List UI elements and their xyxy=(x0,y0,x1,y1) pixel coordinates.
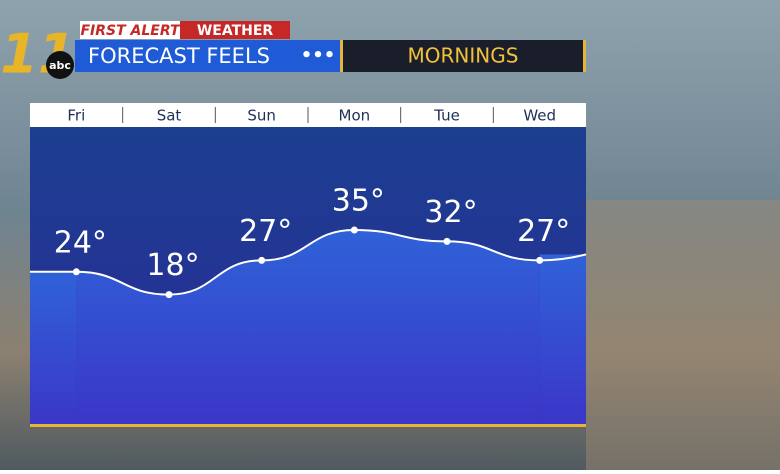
value-label: 18° xyxy=(146,248,199,283)
value-label: 27° xyxy=(239,214,292,249)
title-bar xyxy=(75,40,340,72)
point xyxy=(350,226,358,234)
x-tick-label: Fri xyxy=(67,107,85,125)
divider xyxy=(583,40,586,72)
divider xyxy=(340,40,343,72)
value-label: 32° xyxy=(424,195,477,230)
value-label: 24° xyxy=(54,225,107,260)
panel-base xyxy=(30,424,586,427)
value-label: 27° xyxy=(517,214,570,249)
point xyxy=(536,256,544,264)
chart-subtitle: MORNINGS xyxy=(408,44,519,68)
point xyxy=(72,268,80,276)
brand-first-alert: FIRST ALERT xyxy=(80,23,181,39)
value-label: 35° xyxy=(332,184,385,219)
area-edge xyxy=(30,271,77,424)
x-tick-label: Sun xyxy=(247,107,276,125)
dots: ••• xyxy=(301,45,336,66)
point xyxy=(443,237,451,245)
x-tick-label: Wed xyxy=(523,107,556,125)
area-edge xyxy=(539,254,586,424)
chart-title: FORECAST FEELS xyxy=(88,44,270,68)
background-grass xyxy=(586,200,780,470)
brand-weather: WEATHER xyxy=(197,23,274,39)
brand-bar-red xyxy=(180,21,290,39)
logo-circle xyxy=(46,51,74,79)
plot: 24° Fri 18° Sat 27° Sun 35° Mon 32° Tue 27° Wed xyxy=(30,107,587,424)
subtitle-bar xyxy=(340,40,586,72)
x-tick-label: Mon xyxy=(339,107,371,125)
logo-abc: abc xyxy=(49,59,71,72)
area xyxy=(76,230,540,424)
point xyxy=(258,256,266,264)
line xyxy=(76,228,540,296)
line-edge xyxy=(539,253,587,262)
x-tick-label: Tue xyxy=(433,107,460,125)
x-tick-label: Sat xyxy=(157,107,182,125)
point xyxy=(165,291,173,299)
